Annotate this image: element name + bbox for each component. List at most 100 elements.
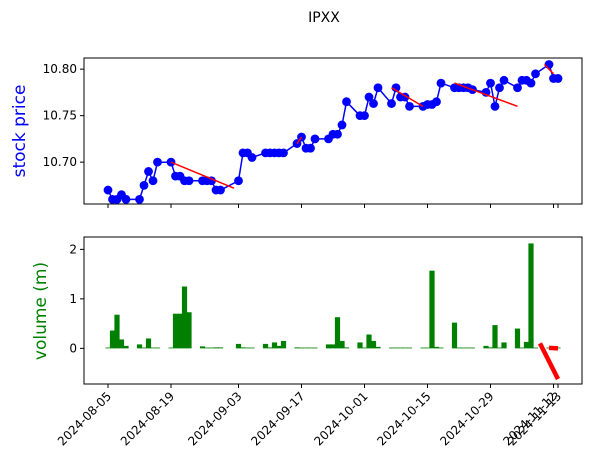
volume-bar: [235, 343, 242, 349]
volume-panel: 0 1 2 2024-08-05 2024-08-19 2024-09-03 2024-09…: [55, 236, 583, 448]
volume-bar: [406, 347, 413, 349]
price-plot-frame: [83, 57, 583, 205]
volume-y-tick-label: 2: [69, 242, 77, 256]
volume-bar: [118, 339, 125, 349]
price-point: [544, 60, 554, 69]
volume-bar: [483, 345, 489, 349]
volume-bar: [496, 347, 503, 349]
price-trend-line: [296, 136, 303, 144]
volume-bar: [294, 347, 300, 349]
price-point: [486, 78, 495, 88]
volume-bar: [312, 347, 318, 349]
volume-bar: [420, 347, 426, 349]
volume-bar: [123, 345, 129, 349]
volume-bar: [492, 325, 498, 349]
price-point: [513, 83, 522, 93]
volume-bar: [150, 347, 156, 349]
volume-bar: [141, 347, 147, 349]
volume-bar: [208, 347, 215, 349]
price-point: [144, 167, 153, 176]
volume-bar: [357, 342, 363, 349]
price-point: [148, 176, 158, 186]
x-tick-label: 2024-10-15: [374, 389, 433, 448]
price-y-tick-label: 10.80: [43, 62, 77, 76]
volume-bar: [456, 347, 462, 349]
price-point: [387, 99, 396, 108]
volume-bar: [334, 317, 341, 349]
price-point: [310, 134, 320, 144]
volume-bar: [172, 313, 179, 349]
price-point: [121, 194, 131, 204]
volume-trend-line: [537, 342, 561, 381]
price-point: [364, 92, 374, 102]
volume-bar: [186, 312, 192, 349]
price-y-axis-label: stock price: [10, 85, 30, 178]
volume-y-axis-label: volume (m): [31, 262, 51, 360]
price-point: [526, 78, 536, 88]
price-point: [216, 185, 225, 195]
volume-bar: [393, 347, 399, 349]
price-point: [135, 194, 144, 204]
price-y-tick-label: 10.75: [43, 109, 77, 123]
volume-bar: [262, 343, 269, 349]
price-point: [306, 143, 315, 153]
volume-bar: [397, 347, 404, 349]
volume-bar: [213, 347, 219, 349]
volume-bar: [145, 338, 152, 349]
volume-bar: [402, 347, 408, 349]
price-point: [405, 101, 414, 111]
volume-bar: [249, 347, 255, 349]
volume-bar: [343, 347, 350, 349]
volume-bar: [298, 347, 305, 349]
volume-bar: [433, 346, 440, 349]
price-point: [153, 157, 162, 167]
price-point: [360, 111, 369, 121]
price-trend-line: [170, 161, 235, 189]
volume-bar: [114, 314, 120, 349]
volume-y-tick-label: 0: [69, 341, 77, 355]
volume-bar: [501, 342, 507, 349]
x-tick-label: 2024-10-29: [437, 389, 496, 448]
volume-bar: [276, 345, 282, 349]
volume-bar: [528, 243, 534, 349]
volume-bar: [532, 347, 539, 349]
volume-bar: [523, 341, 530, 349]
volume-bar: [240, 347, 246, 349]
volume-bar: [469, 347, 476, 349]
price-point: [333, 129, 342, 139]
price-point: [432, 97, 441, 107]
price-point: [234, 176, 243, 186]
volume-bar: [438, 347, 444, 349]
volume-y-tick-label: 1: [69, 292, 77, 306]
price-point: [369, 99, 378, 108]
price-point: [553, 74, 563, 83]
x-tick-label: 2024-10-01: [311, 389, 370, 448]
price-point: [436, 78, 446, 88]
price-point: [103, 185, 113, 195]
price-trend-line: [391, 87, 424, 108]
volume-bar: [168, 347, 174, 349]
volume-bar: [465, 347, 471, 349]
x-tick-label: 2024-09-03: [185, 389, 244, 448]
volume-bar: [177, 313, 183, 349]
price-y-tick-label: 10.70: [43, 155, 77, 169]
price-point: [499, 75, 509, 85]
volume-bar: [181, 286, 188, 349]
chart-title: IPXX: [308, 10, 340, 26]
price-point: [531, 69, 540, 79]
volume-bar: [217, 347, 224, 349]
volume-bar: [514, 328, 521, 349]
volume-bar: [487, 347, 494, 349]
price-panel: 10.70 10.75 10.80: [43, 57, 583, 208]
volume-bar: [339, 340, 345, 349]
price-trend-line: [454, 82, 518, 108]
x-tick-label: 2024-08-05: [55, 389, 114, 448]
volume-bar: [244, 347, 251, 349]
price-point: [184, 176, 194, 186]
price-trend-line: [543, 63, 555, 75]
price-point: [247, 153, 257, 162]
volume-bar: [388, 347, 395, 349]
price-point: [373, 83, 383, 93]
x-tick-label: 2024-11-13: [505, 389, 564, 448]
